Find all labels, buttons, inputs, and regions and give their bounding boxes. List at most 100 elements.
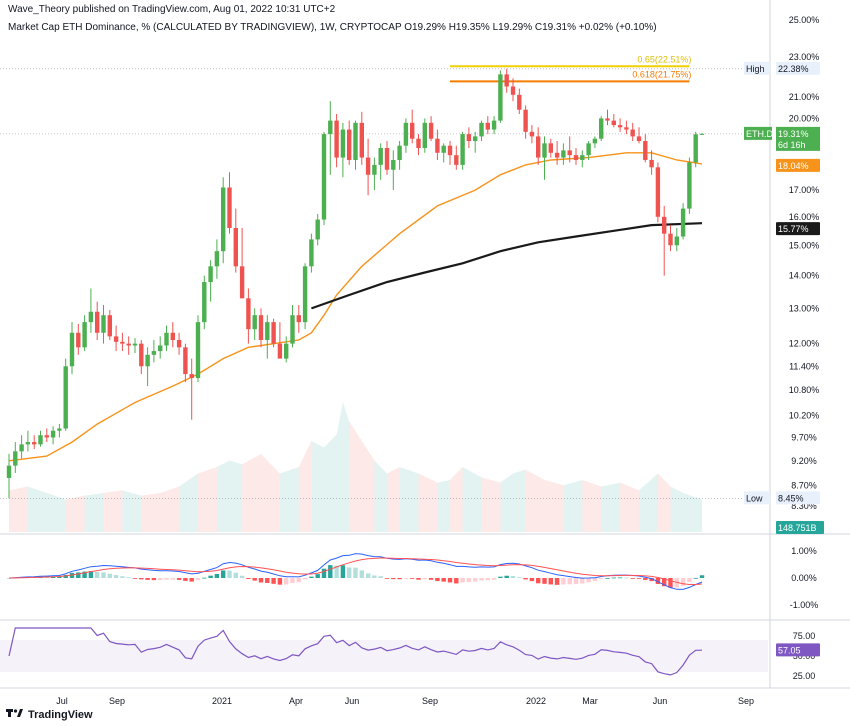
- rsi-value-label-box: [776, 643, 820, 657]
- volume-bar: [46, 493, 66, 532]
- macd-histogram-bar: [347, 567, 352, 578]
- macd-histogram-bar: [573, 578, 579, 585]
- macd-histogram-bar: [315, 574, 320, 578]
- candle-body: [233, 227, 238, 267]
- volume-bars: [9, 402, 702, 532]
- macd-histogram-bar: [252, 578, 257, 581]
- last-price-box: [776, 126, 820, 151]
- candle-body: [176, 339, 182, 348]
- macd-histogram-bar: [536, 578, 541, 584]
- macd-histogram-bar: [82, 571, 87, 578]
- candle-body: [309, 239, 314, 267]
- macd-histogram-bar: [529, 578, 535, 582]
- candle-body: [630, 129, 635, 137]
- macd-histogram-bar: [693, 577, 698, 579]
- volume-bar: [544, 480, 564, 532]
- time-axis: Jul Sep 2021 Apr Jun Sep 2022 Mar Jun Sep: [56, 696, 754, 706]
- candle-body: [510, 86, 516, 95]
- candle-body: [479, 122, 484, 137]
- volume-bar: [65, 495, 85, 532]
- candle-body: [441, 145, 446, 153]
- candle-body: [416, 138, 421, 149]
- candle-body: [82, 322, 87, 348]
- candle-body: [460, 134, 465, 165]
- macd-histogram-bar: [290, 578, 295, 584]
- macd-histogram-bar: [397, 578, 402, 580]
- macd-histogram-bar: [454, 578, 459, 584]
- volume-bar: [437, 480, 450, 532]
- macd-histogram-bar: [340, 565, 346, 578]
- macd-histogram-bar: [699, 575, 705, 578]
- candle-body: [63, 366, 68, 429]
- candle-body: [252, 315, 257, 330]
- candle-body: [296, 315, 301, 323]
- macd-histogram-bar: [139, 578, 144, 580]
- x-tick-label: 2022: [526, 696, 546, 706]
- y-tick-label: 16.00%: [789, 212, 820, 222]
- volume-bar: [242, 454, 261, 532]
- macd-histogram-bar: [491, 578, 497, 580]
- volume-bar: [324, 434, 337, 532]
- macd-histogram-bar: [561, 578, 566, 585]
- y-tick-label: 25.00%: [789, 15, 820, 25]
- volume-bar: [563, 480, 583, 532]
- macd-histogram-bar: [592, 578, 598, 582]
- macd-histogram-bar: [271, 578, 276, 584]
- candle-body: [44, 435, 49, 438]
- macd-histogram-bar: [101, 572, 106, 578]
- macd-histogram-bar: [296, 578, 301, 583]
- candle-body: [32, 442, 37, 445]
- volume-bar: [639, 473, 658, 532]
- macd-histogram-bar: [523, 578, 528, 580]
- candle-body: [13, 451, 18, 466]
- volume-bar: [103, 490, 123, 532]
- last-price-text: 19.31%: [778, 129, 809, 139]
- rsi-value-label-text: 57.05: [778, 645, 801, 655]
- ema-short-line: [8, 152, 703, 462]
- candle-body: [38, 435, 43, 445]
- volume-bar: [179, 473, 198, 532]
- volume-bar: [141, 493, 161, 532]
- macd-histogram-bar: [636, 578, 642, 579]
- grid: [0, 0, 850, 689]
- candle-body: [447, 145, 453, 156]
- candle-body: [403, 122, 409, 146]
- y-tick-label: 9.20%: [791, 456, 817, 466]
- x-tick-label: Apr: [289, 696, 303, 706]
- macd-histogram-bar: [605, 577, 610, 579]
- macd-histogram-bar: [548, 578, 553, 585]
- candle-body: [680, 208, 686, 237]
- candle-body: [378, 148, 383, 165]
- candle-body: [605, 118, 610, 121]
- candle-body: [498, 74, 503, 121]
- candles: [6, 68, 705, 499]
- high-price-label-text: 22.38%: [778, 64, 809, 74]
- macd-histogram-bar: [554, 578, 560, 585]
- x-tick-label: Jun: [653, 696, 668, 706]
- y-tick-label: 23.00%: [789, 52, 820, 62]
- macd-histogram-bar: [202, 577, 207, 579]
- volume-bar: [683, 493, 702, 532]
- candle-body: [334, 120, 339, 158]
- candle-body: [195, 322, 201, 379]
- macd-histogram-bar: [189, 578, 194, 582]
- macd-histogram-bar: [176, 578, 182, 580]
- macd-histogram-bar: [277, 578, 283, 585]
- volume-bar: [620, 482, 639, 532]
- candle-body: [277, 343, 283, 359]
- macd-histogram-bar: [624, 577, 629, 579]
- volume-bar: [216, 460, 230, 532]
- publish-info: Wave_Theory published on TradingView.com…: [8, 4, 336, 15]
- macd-histogram-bar: [195, 578, 201, 581]
- macd-histogram-bar: [309, 576, 314, 578]
- macd-histogram-bar: [76, 572, 81, 578]
- volume-label-box: [776, 521, 824, 534]
- macd-histogram-bar: [473, 578, 478, 582]
- candle-body: [699, 133, 705, 135]
- macd-histogram-bar: [542, 578, 547, 584]
- macd-histogram-bar: [113, 575, 119, 578]
- volume-bar: [84, 493, 104, 532]
- candle-body: [271, 322, 276, 344]
- x-tick-label: Jul: [56, 696, 68, 706]
